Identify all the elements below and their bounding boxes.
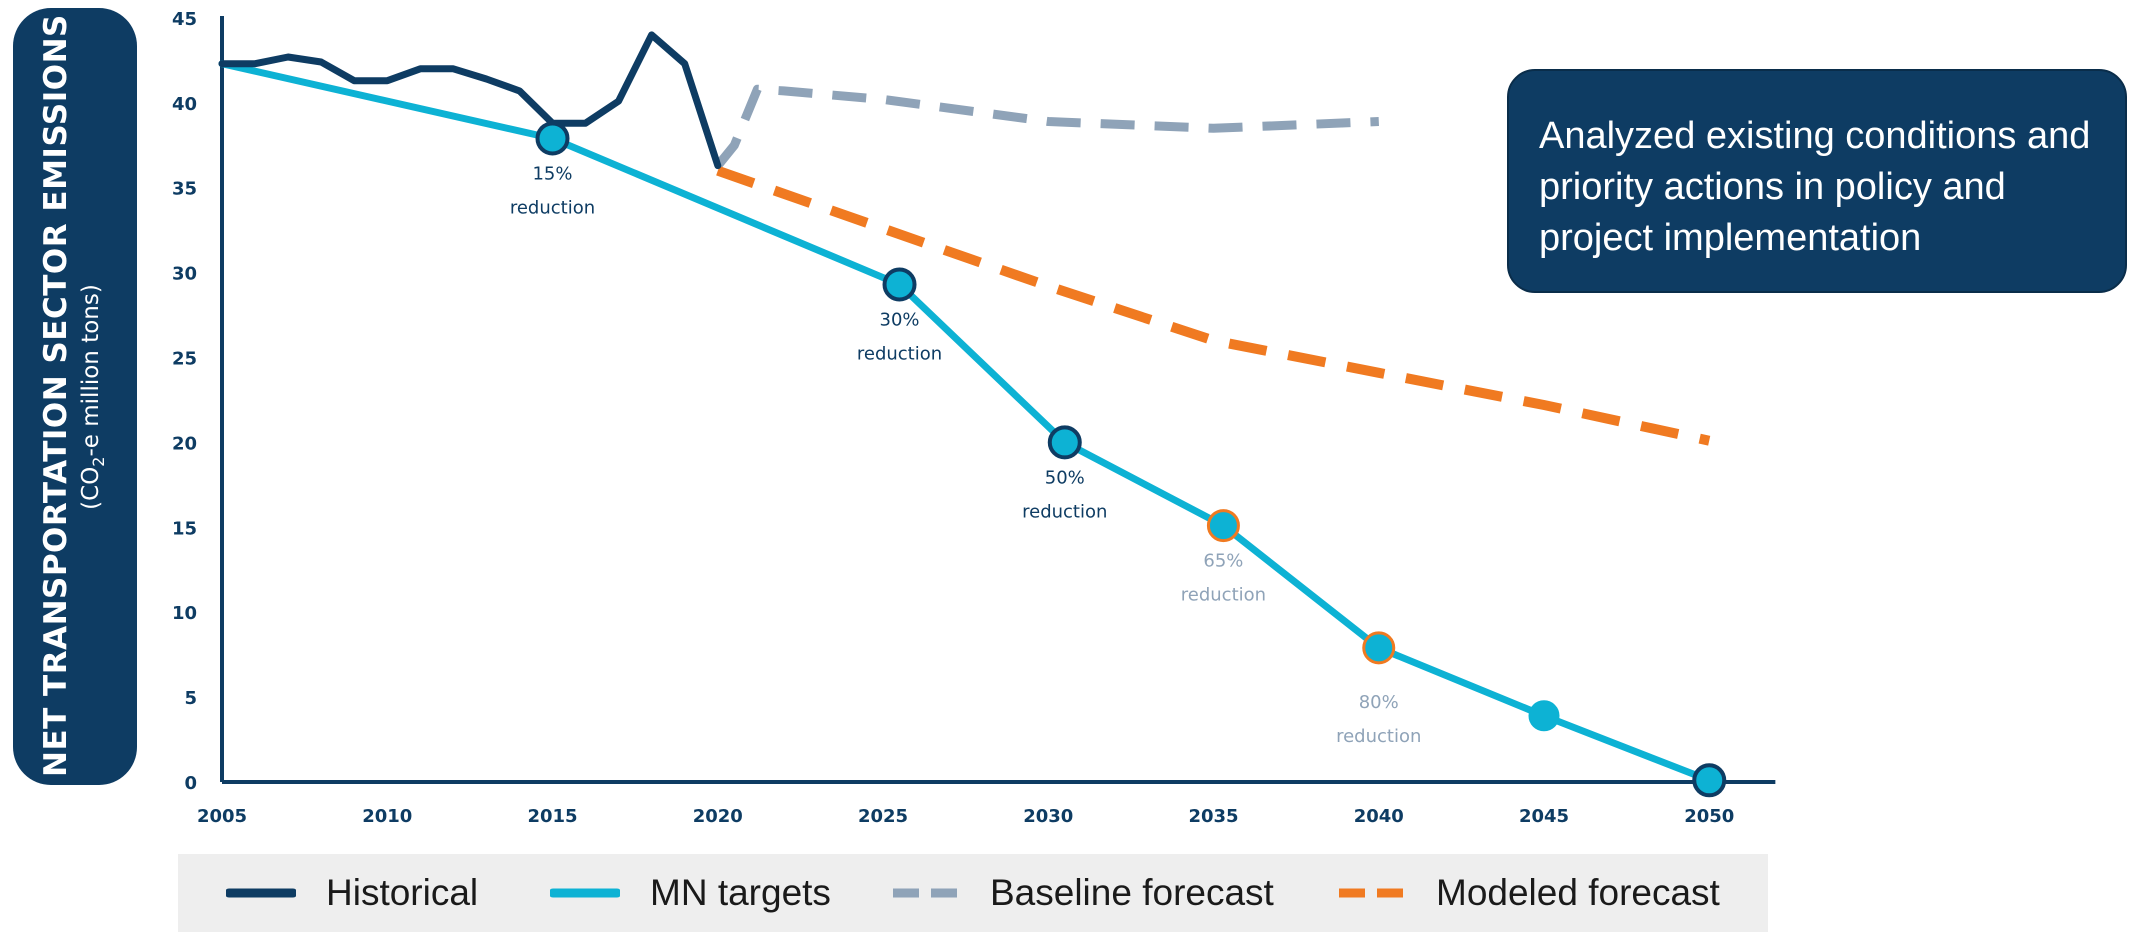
markers-layer (535, 121, 1727, 798)
target-marker (1047, 425, 1082, 460)
reduction-word-label: reduction (857, 343, 942, 364)
legend-item-baseline-forecast: Baseline forecast (890, 854, 1274, 932)
callout-note: Analyzed existing conditions and priorit… (1507, 69, 2127, 293)
modeled-forecast-line (716, 165, 1711, 446)
target-marker (1362, 631, 1396, 665)
x-tick-label: 2045 (1519, 806, 1569, 827)
legend-item-historical: Historical (226, 854, 478, 932)
x-tick-label: 2005 (197, 806, 247, 827)
legend-swatch-modeled-forecast (1339, 888, 1403, 898)
x-tick-label: 2025 (858, 806, 908, 827)
legend-label-modeled-forecast: Modeled forecast (1436, 872, 1720, 913)
x-tick-label: 2050 (1684, 806, 1734, 827)
target-marker (535, 121, 570, 156)
legend: Historical MN targets Baseline forecast … (178, 854, 1768, 932)
x-tick-label: 2035 (1188, 806, 1238, 827)
reduction-percent-label: 50% (1045, 467, 1085, 488)
legend-swatch-historical (226, 888, 296, 898)
y-tick-label: 30 (172, 264, 197, 285)
annotations-layer: 15% reduction 30% reduction 50% reduction 65% r… (510, 163, 1422, 746)
y-tick-label: 5 (184, 688, 197, 709)
historical-line (218, 31, 722, 170)
y-tick-label: 15 (172, 518, 197, 539)
y-axis-title-box: NET TRANSPORTATION SECTOR EMISSIONS (CO2… (13, 8, 137, 785)
target-marker (1206, 509, 1240, 543)
x-tick-label: 2030 (1023, 806, 1073, 827)
x-tick-label: 2015 (527, 806, 577, 827)
legend-label-mn-targets: MN targets (650, 872, 831, 913)
legend-swatch-baseline-forecast (893, 888, 957, 898)
legend-label-baseline-forecast: Baseline forecast (990, 872, 1274, 913)
x-tick-label: 2020 (693, 806, 743, 827)
target-marker (882, 267, 917, 302)
x-tick-label: 2040 (1354, 806, 1404, 827)
y-tick-label: 25 (172, 349, 197, 370)
legend-label-historical: Historical (326, 872, 479, 913)
series-lines-layer (218, 31, 1713, 784)
reduction-word-label: reduction (1336, 726, 1421, 747)
y-tick-label: 45 (172, 9, 197, 30)
legend-item-modeled-forecast: Modeled forecast (1336, 854, 1720, 932)
legend-swatch-mn-targets (550, 888, 620, 898)
reduction-word-label: reduction (1022, 501, 1107, 522)
y-tick-label: 0 (184, 773, 197, 794)
reduction-percent-label: 30% (880, 309, 920, 330)
y-tick-label: 35 (172, 179, 197, 200)
mn-targets-line (218, 60, 1713, 784)
x-tick-label: 2010 (362, 806, 412, 827)
reduction-percent-label: 15% (532, 163, 572, 184)
target-marker (1692, 763, 1727, 798)
y-tick-label: 10 (172, 603, 197, 624)
y-tick-label: 40 (172, 94, 197, 115)
y-tick-label: 20 (172, 433, 197, 454)
reduction-percent-label: 80% (1359, 692, 1399, 713)
legend-item-mn-targets: MN targets (550, 854, 831, 932)
reduction-word-label: reduction (1181, 585, 1266, 606)
reduction-percent-label: 65% (1203, 551, 1243, 572)
reduction-word-label: reduction (510, 197, 595, 218)
baseline-forecast-line (714, 84, 1379, 169)
target-marker (1528, 700, 1560, 732)
